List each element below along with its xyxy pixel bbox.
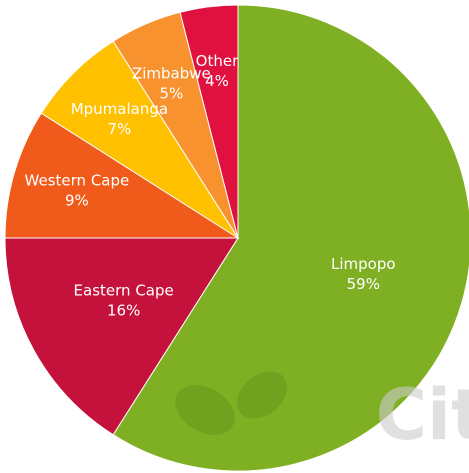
slice-label: Limpopo	[331, 255, 396, 273]
watermark: Cit	[376, 374, 469, 456]
slice-label: Mpumalanga	[71, 100, 168, 118]
value-label: 9%	[65, 192, 89, 210]
chart: Cit Limpopo 59% Eastern Cape 16% Western Cap…	[0, 0, 469, 473]
value-label: 5%	[159, 85, 183, 103]
slice-label: Eastern Cape	[74, 281, 174, 299]
value-label: 7%	[107, 120, 131, 138]
value-label: 59%	[347, 275, 380, 293]
slice-label: Other	[196, 52, 239, 70]
value-label: 4%	[205, 72, 229, 90]
value-label: 16%	[107, 301, 140, 319]
slice-label: Western Cape	[25, 172, 130, 190]
